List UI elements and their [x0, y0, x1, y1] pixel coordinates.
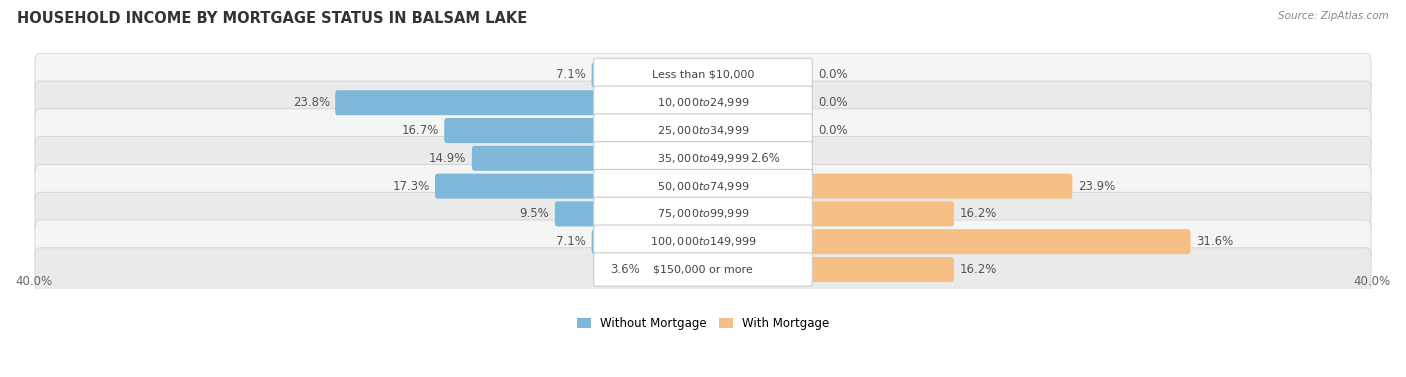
Text: 9.5%: 9.5% — [520, 207, 550, 221]
Text: $75,000 to $99,999: $75,000 to $99,999 — [657, 207, 749, 221]
FancyBboxPatch shape — [335, 90, 706, 115]
Text: 23.8%: 23.8% — [292, 96, 330, 109]
FancyBboxPatch shape — [35, 248, 1371, 291]
Text: $100,000 to $149,999: $100,000 to $149,999 — [650, 235, 756, 248]
FancyBboxPatch shape — [700, 201, 955, 227]
FancyBboxPatch shape — [593, 169, 813, 203]
FancyBboxPatch shape — [593, 86, 813, 120]
FancyBboxPatch shape — [700, 257, 955, 282]
FancyBboxPatch shape — [35, 109, 1371, 152]
Text: $25,000 to $34,999: $25,000 to $34,999 — [657, 124, 749, 137]
Text: 17.3%: 17.3% — [392, 179, 430, 193]
FancyBboxPatch shape — [35, 136, 1371, 180]
FancyBboxPatch shape — [700, 146, 745, 171]
Text: 2.6%: 2.6% — [751, 152, 780, 165]
FancyBboxPatch shape — [593, 58, 813, 92]
Text: 40.0%: 40.0% — [1354, 274, 1391, 288]
FancyBboxPatch shape — [593, 197, 813, 231]
FancyBboxPatch shape — [35, 81, 1371, 124]
Text: 16.2%: 16.2% — [959, 207, 997, 221]
FancyBboxPatch shape — [35, 192, 1371, 236]
FancyBboxPatch shape — [645, 257, 706, 282]
FancyBboxPatch shape — [472, 146, 706, 171]
FancyBboxPatch shape — [35, 164, 1371, 208]
FancyBboxPatch shape — [593, 114, 813, 147]
FancyBboxPatch shape — [593, 225, 813, 258]
Text: $50,000 to $74,999: $50,000 to $74,999 — [657, 179, 749, 193]
Text: 14.9%: 14.9% — [429, 152, 467, 165]
FancyBboxPatch shape — [700, 174, 1073, 199]
FancyBboxPatch shape — [444, 118, 706, 143]
FancyBboxPatch shape — [592, 63, 706, 87]
FancyBboxPatch shape — [593, 253, 813, 286]
Legend: Without Mortgage, With Mortgage: Without Mortgage, With Mortgage — [572, 313, 834, 335]
FancyBboxPatch shape — [592, 229, 706, 254]
Text: HOUSEHOLD INCOME BY MORTGAGE STATUS IN BALSAM LAKE: HOUSEHOLD INCOME BY MORTGAGE STATUS IN B… — [17, 11, 527, 26]
Text: Source: ZipAtlas.com: Source: ZipAtlas.com — [1278, 11, 1389, 21]
Text: 0.0%: 0.0% — [818, 69, 848, 81]
FancyBboxPatch shape — [700, 229, 1191, 254]
Text: Less than $10,000: Less than $10,000 — [652, 70, 754, 80]
Text: 23.9%: 23.9% — [1078, 179, 1115, 193]
Text: 0.0%: 0.0% — [818, 124, 848, 137]
Text: 31.6%: 31.6% — [1197, 235, 1233, 248]
FancyBboxPatch shape — [35, 220, 1371, 264]
Text: 16.7%: 16.7% — [402, 124, 439, 137]
Text: 3.6%: 3.6% — [610, 263, 640, 276]
FancyBboxPatch shape — [35, 53, 1371, 97]
Text: $10,000 to $24,999: $10,000 to $24,999 — [657, 96, 749, 109]
Text: 0.0%: 0.0% — [818, 96, 848, 109]
FancyBboxPatch shape — [434, 174, 706, 199]
Text: 16.2%: 16.2% — [959, 263, 997, 276]
Text: $35,000 to $49,999: $35,000 to $49,999 — [657, 152, 749, 165]
Text: 40.0%: 40.0% — [15, 274, 52, 288]
Text: 7.1%: 7.1% — [557, 69, 586, 81]
Text: 7.1%: 7.1% — [557, 235, 586, 248]
FancyBboxPatch shape — [555, 201, 706, 227]
Text: $150,000 or more: $150,000 or more — [654, 265, 752, 274]
FancyBboxPatch shape — [593, 142, 813, 175]
